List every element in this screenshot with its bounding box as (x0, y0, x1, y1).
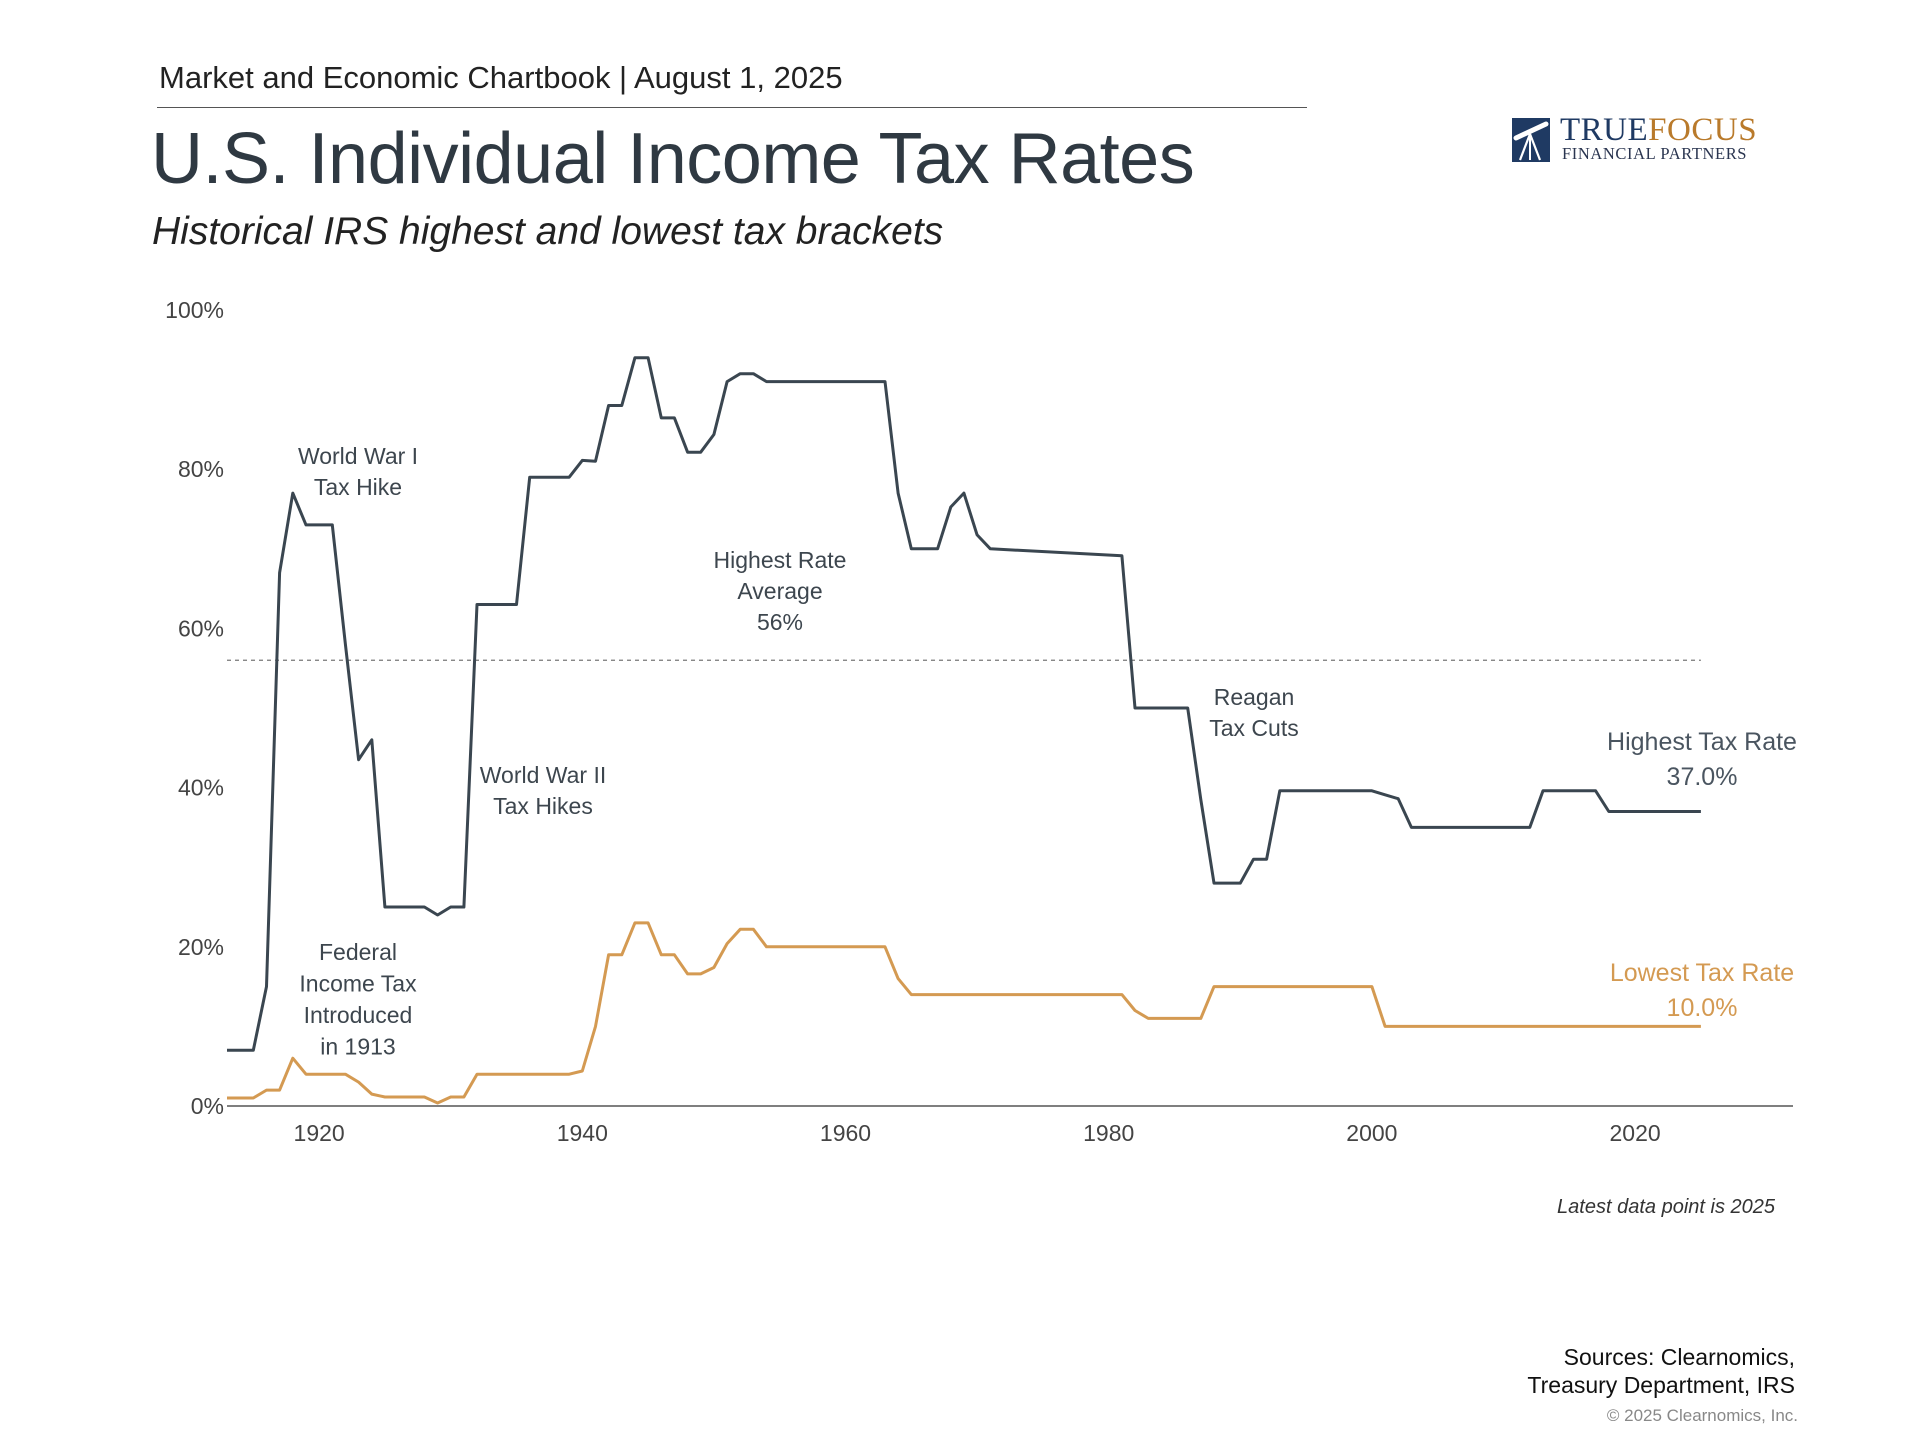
telescope-icon (1512, 118, 1550, 162)
logo-wordmark: TRUEFOCUS (1560, 112, 1757, 149)
y-axis-labels: 0% 20% 40% 60% 80% 100% (165, 297, 224, 1119)
series-line-highest (227, 356, 1701, 1052)
annotation-average-line: 56% (757, 609, 803, 635)
annotation-wwii-line: Tax Hikes (493, 793, 593, 819)
series-end-value-label: 10.0% (1667, 994, 1738, 1022)
y-tick-label: 100% (165, 297, 224, 323)
annotation-federal-line: in 1913 (320, 1034, 395, 1060)
sources-block: Sources: Clearnomics, Treasury Departmen… (1527, 1343, 1795, 1399)
y-tick-label: 0% (191, 1093, 224, 1119)
sources-line-1: Sources: Clearnomics, (1563, 1344, 1795, 1370)
logo-word-true: TRUE (1560, 112, 1649, 148)
x-axis-labels: 1920 1940 1960 1980 2000 2020 (294, 1120, 1661, 1146)
series-line-lowest (227, 921, 1701, 1105)
annotation-wwi-line: World War I (298, 443, 418, 469)
y-tick-label: 40% (178, 775, 224, 801)
y-tick-label: 20% (178, 934, 224, 960)
annotations: World War I Tax Hike Federal Income Tax Intr… (298, 443, 1299, 1060)
annotation-reagan-line: Tax Cuts (1209, 715, 1298, 741)
annotation-wwi-line: Tax Hike (314, 474, 402, 500)
x-tick-label: 1980 (1083, 1120, 1134, 1146)
annotation-federal-line: Federal (319, 939, 397, 965)
annotation-average-line: Highest Rate (714, 547, 847, 573)
header-divider (157, 107, 1307, 108)
copyright: © 2025 Clearnomics, Inc. (1606, 1406, 1798, 1425)
x-tick-label: 2020 (1609, 1120, 1660, 1146)
truefocus-logo: TRUEFOCUS FINANCIAL PARTNERS (1508, 112, 1758, 168)
annotation-reagan-line: Reagan (1214, 684, 1295, 710)
y-tick-label: 80% (178, 456, 224, 482)
x-tick-label: 1960 (820, 1120, 871, 1146)
series-end-value-label: 37.0% (1667, 763, 1738, 791)
series-name-label: Lowest Tax Rate (1610, 959, 1794, 987)
series-name-label: Highest Tax Rate (1607, 728, 1797, 756)
x-tick-label: 2000 (1346, 1120, 1397, 1146)
annotation-average-line: Average (737, 578, 822, 604)
latest-data-note: Latest data point is 2025 (1557, 1196, 1775, 1218)
page-title: U.S. Individual Income Tax Rates (151, 119, 1195, 199)
series-lines (227, 356, 1701, 1105)
y-tick-label: 60% (178, 615, 224, 641)
annotation-wwii-line: World War II (480, 762, 607, 788)
annotation-federal-line: Introduced (304, 1002, 413, 1028)
sources-line-2: Treasury Department, IRS (1527, 1372, 1795, 1398)
annotation-federal-line: Income Tax (299, 971, 417, 997)
x-tick-label: 1920 (294, 1120, 345, 1146)
x-tick-label: 1940 (557, 1120, 608, 1146)
page-subtitle: Historical IRS highest and lowest tax br… (152, 210, 944, 253)
logo-tagline: FINANCIAL PARTNERS (1562, 144, 1748, 163)
chartbook-header: Market and Economic Chartbook | August 1… (159, 60, 843, 95)
logo-word-focus: FOCUS (1648, 112, 1758, 148)
series-end-labels: Highest Tax Rate 37.0% Lowest Tax Rate 10.0… (1607, 728, 1797, 1022)
